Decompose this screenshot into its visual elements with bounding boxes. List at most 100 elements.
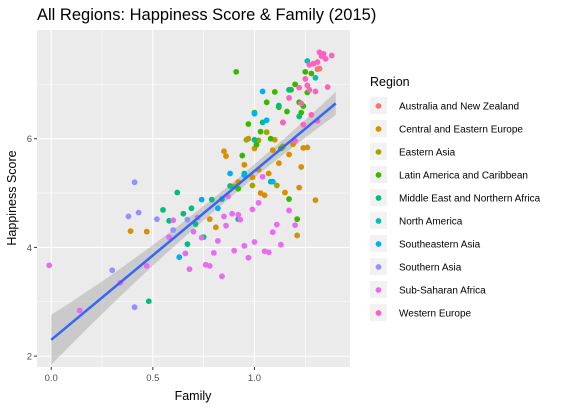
data-point xyxy=(245,121,252,127)
data-point xyxy=(286,95,292,101)
data-point xyxy=(265,170,272,177)
data-point xyxy=(300,121,307,128)
data-point xyxy=(304,82,311,89)
legend-label: Australia and New Zealand xyxy=(399,102,519,113)
data-point xyxy=(125,213,132,220)
x-tick-label: 0.5 xyxy=(146,373,159,384)
legend-label: Southern Asia xyxy=(399,263,462,274)
legend-key xyxy=(375,241,382,247)
data-point xyxy=(265,249,272,256)
data-point xyxy=(221,213,227,220)
legend-label: Central and Eastern Europe xyxy=(399,125,523,136)
data-point xyxy=(302,68,309,75)
data-point xyxy=(188,205,195,212)
data-point xyxy=(294,216,301,223)
data-point xyxy=(127,228,134,235)
data-point xyxy=(296,84,303,91)
data-point xyxy=(214,205,221,212)
regression-line xyxy=(50,102,337,341)
legend-label: Middle East and Northern Africa xyxy=(399,194,541,205)
data-point xyxy=(275,102,282,109)
data-point xyxy=(184,216,191,223)
data-point xyxy=(239,152,246,159)
data-point xyxy=(241,242,248,249)
data-point xyxy=(135,209,142,216)
data-point xyxy=(257,128,264,135)
data-point xyxy=(241,161,248,168)
data-point xyxy=(261,192,268,199)
data-point xyxy=(143,228,150,235)
data-point xyxy=(282,189,288,196)
data-point xyxy=(286,196,292,202)
data-point xyxy=(269,147,276,154)
data-point xyxy=(227,183,233,189)
confidence-band xyxy=(51,91,336,365)
data-point xyxy=(210,249,217,256)
legend-label: Sub-Saharan Africa xyxy=(399,286,486,297)
legend-label: Southeastern Asia xyxy=(399,240,481,251)
data-point xyxy=(249,206,256,213)
data-point xyxy=(273,221,280,228)
data-point xyxy=(269,178,276,185)
data-point xyxy=(180,210,187,217)
data-point xyxy=(46,262,53,269)
legend-key xyxy=(375,195,382,201)
data-point xyxy=(271,89,278,95)
x-tick-label: 0.0 xyxy=(45,373,58,384)
data-point xyxy=(237,216,244,223)
data-point xyxy=(251,110,258,117)
x-tick-label: 1.0 xyxy=(248,373,261,384)
data-point xyxy=(227,170,233,177)
data-point xyxy=(269,229,276,236)
data-point xyxy=(298,100,305,107)
data-point xyxy=(219,273,225,280)
data-point xyxy=(286,151,292,158)
legend-items: Australia and New Zealand Central and Eas… xyxy=(370,97,541,321)
legend-label: Eastern Asia xyxy=(399,148,456,159)
data-point xyxy=(259,173,266,180)
data-point xyxy=(302,76,309,82)
data-point xyxy=(259,88,266,95)
data-point xyxy=(263,117,270,124)
data-point xyxy=(223,222,229,229)
data-point xyxy=(154,216,160,223)
legend-key xyxy=(375,264,382,270)
data-point xyxy=(251,136,258,143)
legend-title: Region xyxy=(370,75,410,89)
data-point xyxy=(314,59,321,65)
legend: Region Australia and New Zealand Central … xyxy=(370,75,541,321)
data-point xyxy=(249,174,256,181)
x-axis-ticks: 0.0 0.5 1.0 xyxy=(45,367,261,384)
legend-key xyxy=(375,149,382,155)
data-point xyxy=(280,119,286,126)
data-point xyxy=(170,217,177,224)
data-point xyxy=(251,239,258,245)
data-point xyxy=(249,182,256,189)
legend-key xyxy=(375,287,382,293)
data-point xyxy=(160,207,166,213)
data-point xyxy=(298,164,305,170)
data-point xyxy=(296,184,303,191)
data-point xyxy=(324,84,331,90)
data-point xyxy=(286,86,292,93)
data-point xyxy=(131,304,138,311)
data-point xyxy=(312,74,319,81)
data-point xyxy=(294,232,301,239)
legend-key xyxy=(375,103,382,109)
legend-key xyxy=(375,310,382,316)
y-axis-ticks: 2 4 6 xyxy=(27,134,37,363)
data-point xyxy=(229,210,236,217)
data-point xyxy=(275,160,282,167)
data-point xyxy=(278,241,284,248)
data-point xyxy=(198,234,205,241)
data-point xyxy=(245,254,252,261)
legend-label: Latin America and Caribbean xyxy=(399,171,528,182)
data-point xyxy=(308,111,315,118)
data-point xyxy=(212,224,219,231)
data-point xyxy=(186,266,193,273)
data-point xyxy=(190,228,197,235)
data-point xyxy=(208,196,215,203)
data-point xyxy=(308,70,315,77)
y-tick-label: 2 xyxy=(27,352,32,363)
